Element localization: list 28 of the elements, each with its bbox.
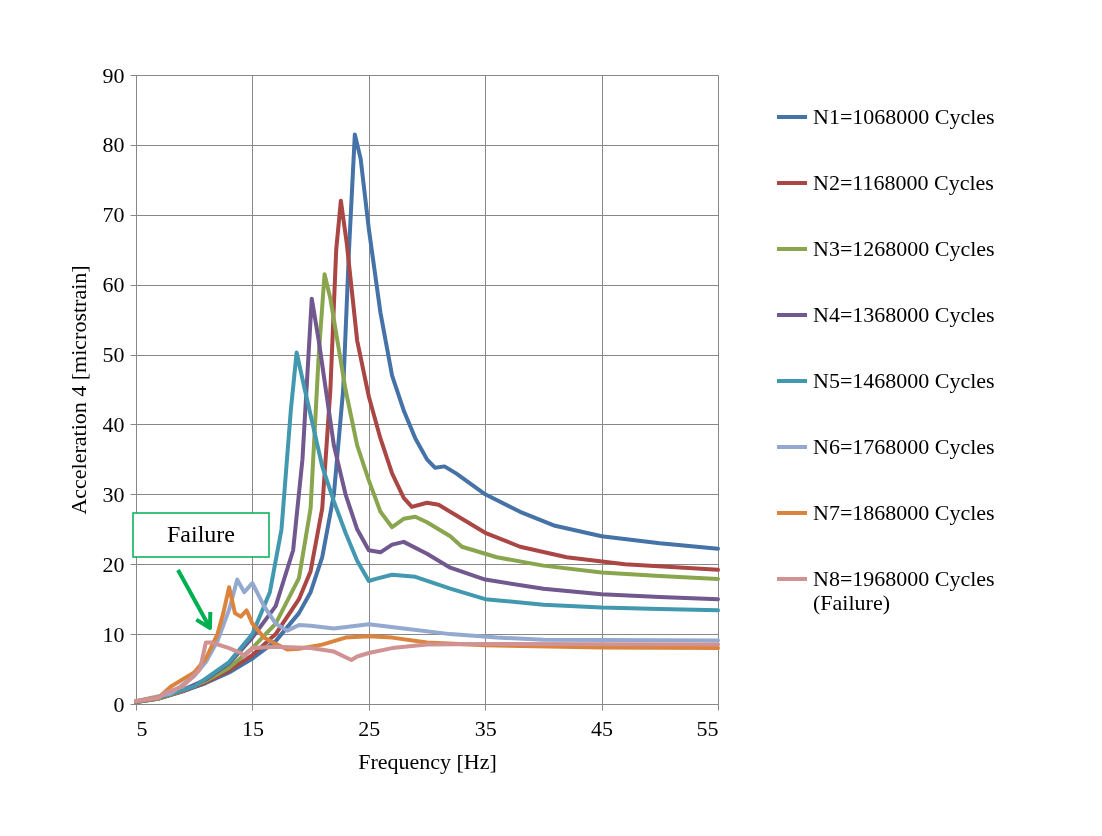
y-tick-label: 90 <box>102 62 125 88</box>
x-axis-title: Frequency [Hz] <box>358 748 497 774</box>
x-tick-label: 55 <box>696 715 719 741</box>
legend-label: N4=1368000 Cycles <box>813 302 995 327</box>
legend-label: N7=1868000 Cycles <box>813 500 995 525</box>
y-axis-title: Acceleration 4 [microstrain] <box>65 265 91 515</box>
y-tick-label: 70 <box>102 202 125 228</box>
x-tick-label: 35 <box>474 715 497 741</box>
y-tick-label: 20 <box>102 551 125 577</box>
legend-label: N1=1068000 Cycles <box>813 104 995 129</box>
x-tick-label: 5 <box>136 715 148 741</box>
legend-label: N3=1268000 Cycles <box>813 236 995 261</box>
y-tick-label: 40 <box>102 411 125 437</box>
annotation: Failure <box>167 521 235 547</box>
x-tick-label: 25 <box>358 715 381 741</box>
y-tick-label: 30 <box>102 481 125 507</box>
x-tick-label: 45 <box>591 715 614 741</box>
y-tick-label: 80 <box>102 132 125 158</box>
y-tick-label: 60 <box>102 272 125 298</box>
legend-label: N5=1468000 Cycles <box>813 368 995 393</box>
legend-label: N6=1768000 Cycles <box>813 434 995 459</box>
x-tick-label: 15 <box>241 715 264 741</box>
y-tick-label: 0 <box>113 691 125 717</box>
legend-label: N2=1168000 Cycles <box>813 170 994 195</box>
line-series <box>134 640 720 704</box>
y-tick-label: 10 <box>102 621 125 647</box>
legend-label: N8=1968000 Cycles (Failure) <box>813 566 995 615</box>
y-tick-label: 50 <box>102 342 125 368</box>
